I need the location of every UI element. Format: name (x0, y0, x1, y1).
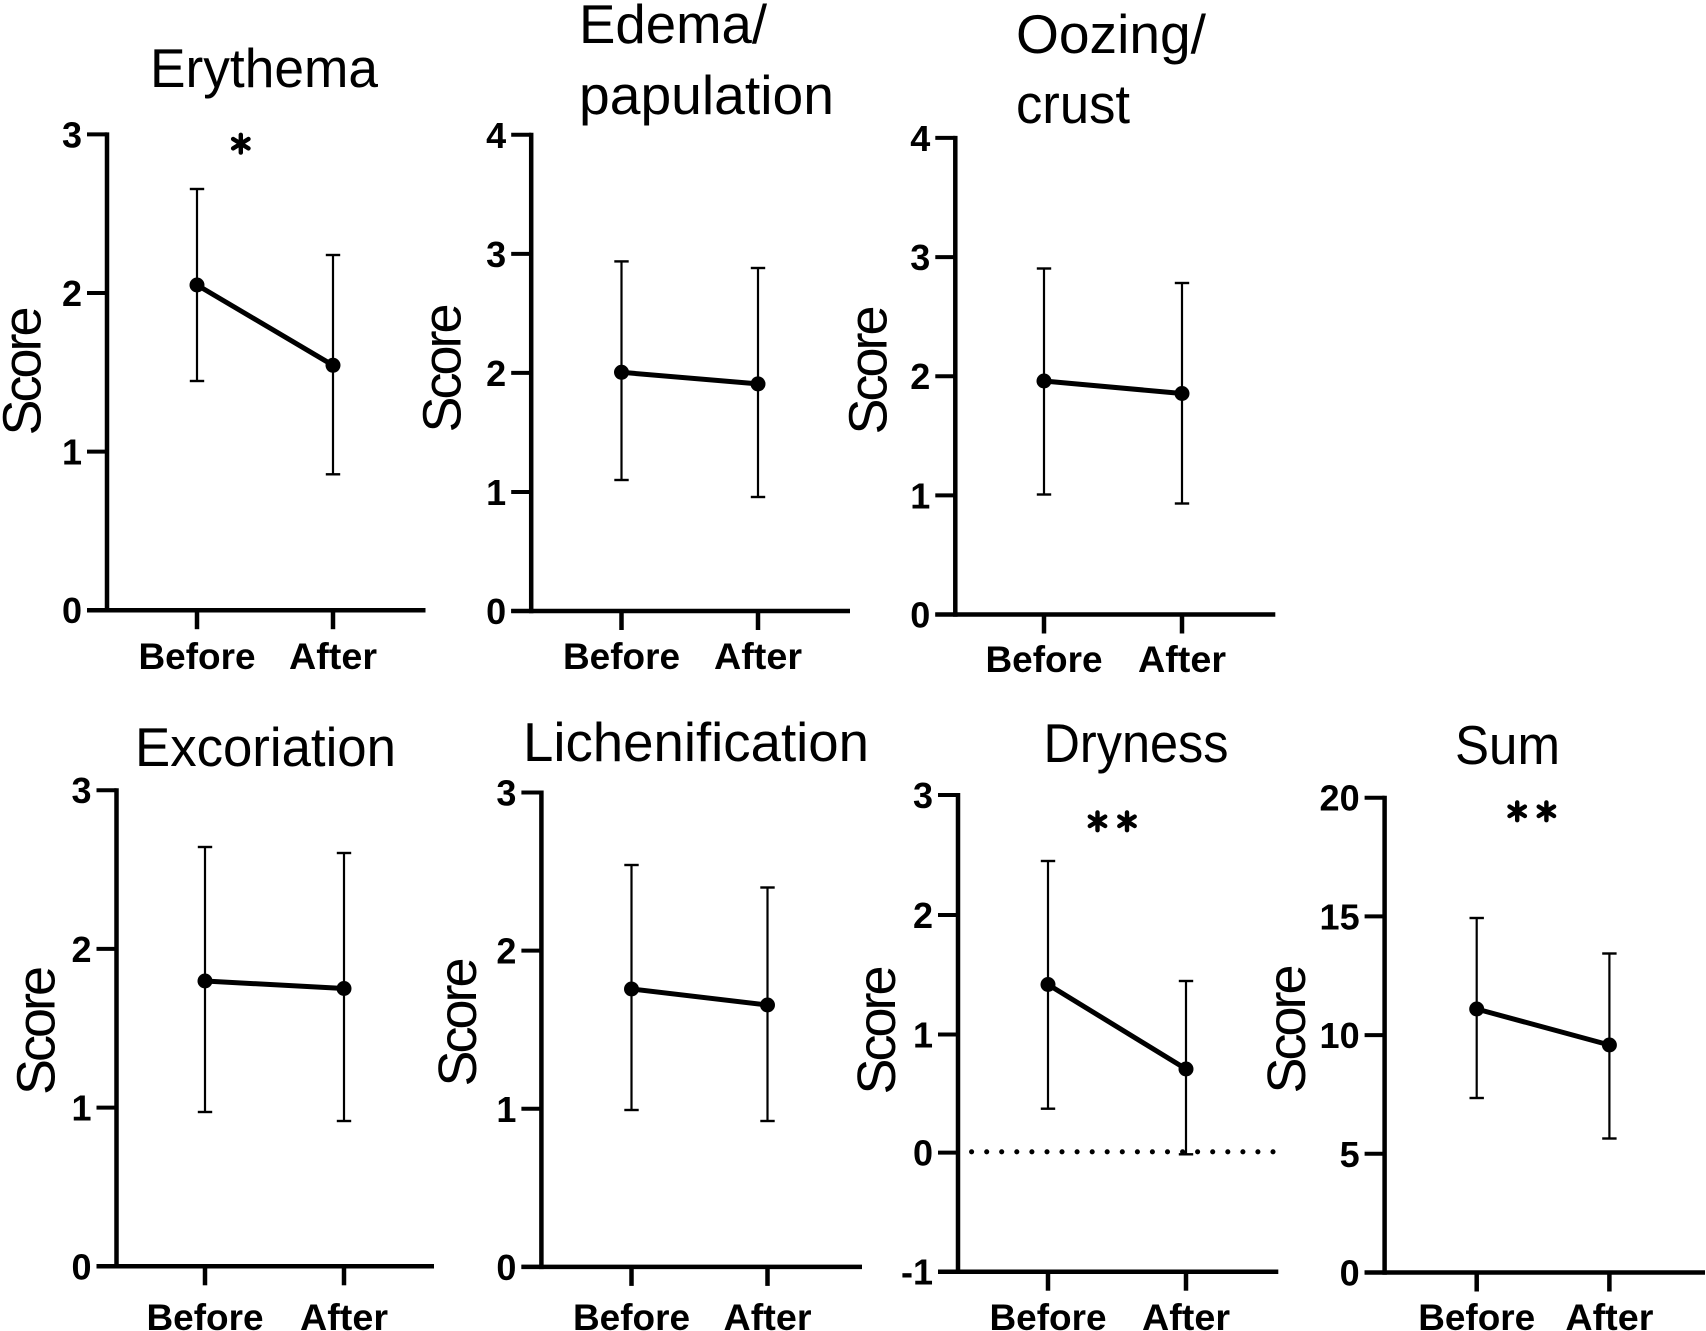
svg-text:papulation: papulation (579, 64, 834, 126)
svg-text:After: After (724, 1297, 812, 1331)
svg-text:1: 1 (496, 1089, 516, 1130)
svg-text:3: 3 (62, 114, 82, 155)
svg-text:Before: Before (990, 1297, 1107, 1331)
svg-text:Sum: Sum (1455, 714, 1560, 776)
svg-text:1: 1 (62, 432, 82, 473)
svg-text:0: 0 (71, 1246, 91, 1287)
svg-text:4: 4 (486, 115, 506, 156)
svg-text:0: 0 (910, 595, 930, 636)
svg-text:-1: -1 (901, 1252, 933, 1293)
svg-text:Before: Before (563, 636, 680, 677)
svg-text:Before: Before (573, 1297, 690, 1331)
svg-text:3: 3 (486, 234, 506, 275)
svg-text:2: 2 (62, 273, 82, 314)
svg-text:Score: Score (413, 304, 473, 433)
svg-text:After: After (1138, 639, 1226, 680)
svg-text:crust: crust (1016, 73, 1130, 135)
svg-text:10: 10 (1320, 1015, 1360, 1056)
svg-text:5: 5 (1340, 1134, 1360, 1175)
svg-text:Before: Before (1418, 1297, 1535, 1331)
svg-text:0: 0 (1340, 1253, 1360, 1294)
svg-text:2: 2 (913, 895, 933, 936)
svg-text:After: After (714, 636, 802, 677)
svg-text:3: 3 (913, 775, 933, 816)
svg-text:0: 0 (496, 1247, 516, 1288)
svg-text:4: 4 (910, 118, 930, 159)
svg-text:Score: Score (7, 966, 67, 1095)
svg-text:Dryness: Dryness (1044, 712, 1229, 774)
svg-text:Before: Before (139, 636, 256, 677)
svg-text:After: After (1565, 1297, 1653, 1331)
svg-text:3: 3 (71, 770, 91, 811)
svg-text:After: After (300, 1297, 388, 1331)
svg-text:Lichenification: Lichenification (523, 711, 869, 773)
svg-text:1: 1 (913, 1015, 933, 1056)
svg-text:Excoriation: Excoriation (135, 716, 396, 778)
svg-text:Erythema: Erythema (150, 37, 378, 99)
svg-text:15: 15 (1320, 896, 1360, 937)
svg-text:3: 3 (910, 237, 930, 278)
svg-text:0: 0 (486, 591, 506, 632)
svg-text:Score: Score (428, 958, 488, 1087)
svg-text:1: 1 (71, 1088, 91, 1129)
svg-text:Score: Score (0, 307, 53, 436)
svg-text:2: 2 (486, 353, 506, 394)
svg-text:1: 1 (910, 475, 930, 516)
svg-text:Oozing/: Oozing/ (1016, 3, 1207, 65)
svg-text:Score: Score (847, 966, 907, 1095)
svg-text:2: 2 (910, 356, 930, 397)
svg-text:After: After (289, 636, 377, 677)
svg-text:Before: Before (147, 1297, 264, 1331)
svg-text:Score: Score (1257, 965, 1317, 1094)
svg-text:Edema/: Edema/ (579, 0, 768, 55)
svg-text:Score: Score (839, 306, 899, 435)
svg-text:Before: Before (986, 639, 1103, 680)
svg-text:3: 3 (496, 773, 516, 814)
svg-text:0: 0 (62, 590, 82, 631)
svg-text:After: After (1142, 1297, 1230, 1331)
svg-text:20: 20 (1320, 778, 1360, 819)
svg-text:2: 2 (71, 929, 91, 970)
svg-text:2: 2 (496, 931, 516, 972)
svg-text:1: 1 (486, 472, 506, 513)
svg-text:0: 0 (913, 1133, 933, 1174)
